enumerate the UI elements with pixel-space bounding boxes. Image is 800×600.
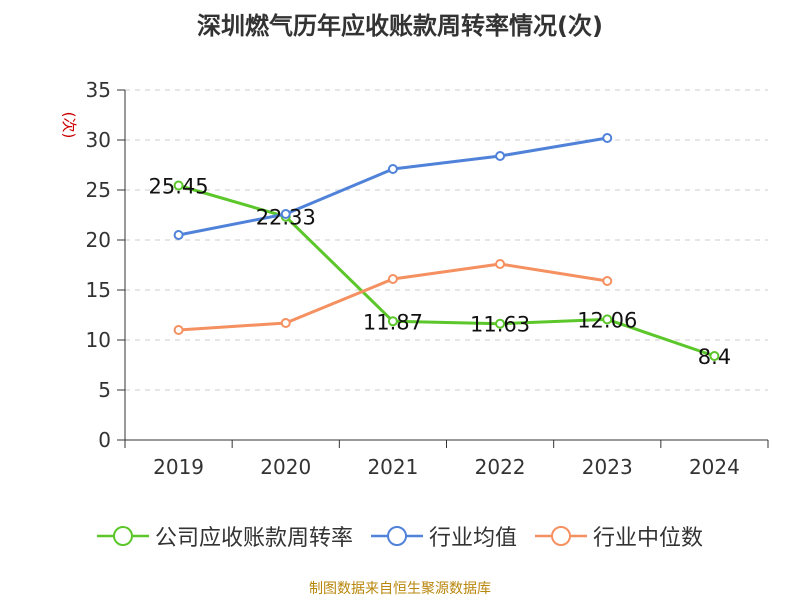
grid-layer	[125, 89, 768, 391]
y-tick-label: 20	[86, 228, 111, 252]
data-point	[602, 314, 613, 325]
y-tick-label: 0	[98, 428, 111, 452]
y-axis-label: (次)	[60, 112, 78, 139]
data-point	[173, 325, 184, 335]
data-label: 25.45	[149, 175, 209, 199]
data-label-layer: 25.45 22.33 11.87 11.63 12.06 8.4	[149, 175, 732, 370]
y-tick-label: 25	[86, 178, 111, 202]
legend-item[interactable]: 公司应收账款周转率	[96, 520, 353, 552]
data-label: 11.63	[470, 313, 530, 337]
legend: 公司应收账款周转率 行业均值 行业中位数	[0, 520, 800, 552]
data-point	[602, 133, 613, 143]
y-tick-label: 5	[98, 378, 111, 402]
data-label: 12.06	[577, 308, 637, 332]
legend-swatch	[96, 526, 149, 546]
data-point	[709, 351, 720, 361]
data-point	[387, 274, 398, 284]
series-line-1	[178, 184, 715, 358]
data-point	[387, 164, 398, 174]
legend-label: 公司应收账款周转率	[154, 526, 353, 551]
legend-item[interactable]: 行业均值	[370, 520, 517, 552]
data-point	[495, 151, 506, 161]
x-tick-label: 2021	[367, 455, 418, 479]
data-point	[495, 318, 506, 329]
y-tick-label: 10	[86, 328, 111, 352]
x-tick-label: 2023	[582, 455, 633, 479]
x-tick-label: 2019	[153, 455, 204, 479]
y-tick-label: 30	[86, 128, 111, 152]
series-layer	[173, 133, 720, 361]
chart-title: 深圳燃气历年应收账款周转率情况(次)	[197, 12, 603, 40]
data-point	[602, 276, 613, 286]
axis-layer: 0 5 10 15 20 25 30 35 (次) 2019 2020 2021 2022 2023 202…	[60, 78, 769, 479]
series-line-2	[178, 136, 608, 237]
x-tick-label: 2024	[689, 455, 740, 479]
legend-swatch	[535, 526, 587, 546]
data-label: 11.87	[363, 310, 423, 334]
data-label: 22.33	[256, 206, 316, 230]
y-tick-label: 15	[86, 278, 111, 302]
x-tick-label: 2022	[475, 455, 526, 479]
legend-label: 行业中位数	[593, 526, 704, 551]
data-point	[495, 259, 506, 269]
data-label: 8.4	[698, 345, 731, 369]
data-point	[280, 209, 291, 219]
legend-label: 行业均值	[428, 526, 517, 551]
source-note: 制图数据来自恒生聚源数据库	[309, 581, 491, 597]
data-point	[173, 230, 184, 240]
legend-swatch	[370, 526, 423, 546]
legend-item[interactable]: 行业中位数	[535, 520, 703, 552]
y-tick-label: 35	[86, 78, 111, 102]
data-point	[280, 318, 291, 328]
x-tick-label: 2020	[260, 455, 311, 479]
data-point	[173, 180, 184, 191]
data-point	[387, 316, 398, 327]
